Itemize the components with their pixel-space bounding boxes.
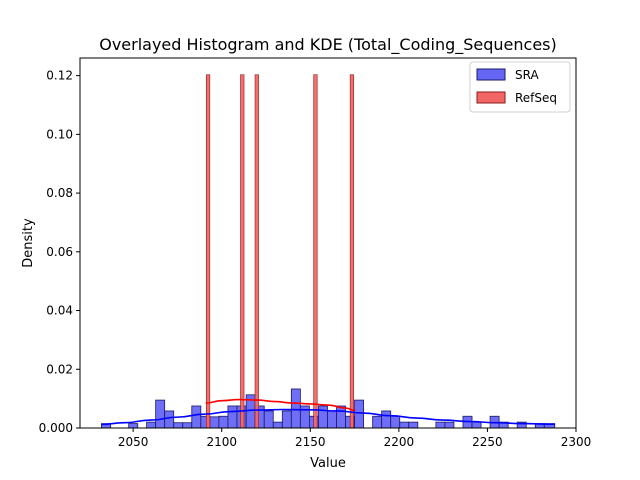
sra-bar-21 xyxy=(318,405,328,429)
refseq-bar-1 xyxy=(240,74,245,429)
sra-bar-10 xyxy=(218,415,229,429)
sra-bar-6 xyxy=(182,422,193,429)
y-tick-label-3: 0.06 xyxy=(46,245,73,259)
sra-bar-1 xyxy=(128,423,139,429)
sra-bar-23 xyxy=(336,405,346,429)
sra-bar-2 xyxy=(146,421,157,429)
sra-bar-15 xyxy=(263,410,274,429)
y-axis-ticks: 0.000 0.02 0.04 0.06 0.08 0.10 0.12 xyxy=(39,69,80,435)
chart-title: Overlayed Histogram and KDE (Total_Codin… xyxy=(99,35,557,55)
x-axis-label: Value xyxy=(310,456,346,471)
y-tick-label-5: 0.10 xyxy=(46,127,73,141)
refseq-bar-2 xyxy=(254,74,259,429)
sra-bar-5 xyxy=(173,422,184,429)
sra-kde-line xyxy=(101,408,555,426)
x-axis-ticks: 2050 2100 2150 2200 2250 2300 xyxy=(118,428,591,449)
legend-label-refseq: RefSeq xyxy=(515,91,557,105)
sra-bar-30 xyxy=(408,421,419,429)
sra-bar-29 xyxy=(399,421,410,429)
sra-bar-27 xyxy=(381,410,392,429)
y-tick-label-1: 0.02 xyxy=(46,362,73,376)
legend: SRA RefSeq xyxy=(469,61,571,113)
axes-frame xyxy=(79,57,577,429)
x-tick-label-0: 2050 xyxy=(118,435,149,449)
x-tick-label-4: 2250 xyxy=(472,435,503,449)
y-tick-label-6: 0.12 xyxy=(46,69,73,83)
sra-bar-34 xyxy=(471,421,482,429)
sra-bar-28 xyxy=(390,415,401,429)
y-axis-label: Density xyxy=(21,218,36,268)
refseq-bar-3 xyxy=(313,74,318,429)
refseq-kde-line xyxy=(205,398,355,412)
sra-bar-11 xyxy=(227,405,238,429)
sra-bar-16 xyxy=(272,421,283,429)
sra-bar-25 xyxy=(354,399,365,429)
refseq-bar-0 xyxy=(206,74,211,429)
sra-bar-18 xyxy=(290,388,301,429)
sra-bar-4 xyxy=(164,410,175,429)
sra-bar-9 xyxy=(209,416,220,429)
y-tick-label-0: 0.000 xyxy=(39,421,73,435)
legend-swatch-sra xyxy=(476,68,506,81)
sra-bar-26 xyxy=(372,415,383,429)
sra-bar-7 xyxy=(191,405,202,429)
sra-bar-32 xyxy=(444,421,455,429)
x-tick-label-5: 2300 xyxy=(561,435,592,449)
legend-swatch-refseq xyxy=(476,91,506,104)
x-tick-label-2: 2150 xyxy=(295,435,326,449)
y-tick-label-4: 0.08 xyxy=(46,186,73,200)
x-tick-label-1: 2100 xyxy=(206,435,237,449)
sra-bar-17 xyxy=(281,410,292,429)
sra-bar-22 xyxy=(327,410,337,429)
legend-label-sra: SRA xyxy=(515,68,539,82)
y-tick-label-2: 0.04 xyxy=(46,304,73,318)
refseq-bar-4 xyxy=(349,74,354,429)
sra-bar-31 xyxy=(435,421,446,429)
sra-bar-3 xyxy=(155,399,166,429)
x-tick-label-3: 2200 xyxy=(384,435,415,449)
